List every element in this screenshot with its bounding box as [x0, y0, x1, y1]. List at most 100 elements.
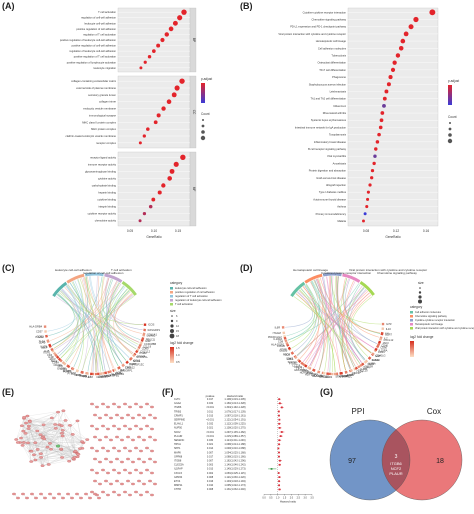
gene-label: CCL5: [347, 373, 354, 377]
gene-name: SPP1: [174, 447, 181, 450]
chord-ribbon: [87, 276, 134, 354]
ppi-node: [123, 402, 127, 406]
ppi-node: [112, 468, 116, 472]
gene-segment: [85, 371, 88, 375]
category-label: Hematopoietic cell lineage: [293, 268, 328, 272]
legend-swatch: [170, 287, 173, 290]
ppi-node: [123, 490, 127, 494]
facet-label: CC: [192, 110, 196, 115]
chord-ribbon: [114, 293, 140, 343]
p-value: 0.002: [207, 472, 214, 475]
gene-segment: [312, 368, 316, 372]
pathway-label: Intestinal immune network for IgA produc…: [295, 125, 347, 129]
gene-label: SOCS3: [288, 360, 297, 364]
ppi-edge: [61, 425, 83, 449]
gene-label: NLRP3: [63, 369, 72, 373]
ppi-node: [48, 442, 52, 445]
go-dot: [171, 92, 177, 98]
x-tick: 0.05: [127, 229, 133, 233]
ppi-node: [75, 455, 80, 458]
chord-ribbon: [347, 284, 366, 360]
legend-title: p.adjust: [201, 77, 212, 81]
go-dot: [146, 127, 150, 131]
gene-label: RASGRP1: [148, 328, 161, 332]
hr-point: [279, 402, 281, 405]
ppi-edge: [25, 424, 44, 434]
color-scale: [201, 83, 205, 103]
go-dot: [164, 32, 169, 37]
size-key: [170, 329, 174, 333]
gene-segment: [381, 322, 385, 326]
shared-gene: PLAUR: [389, 471, 402, 476]
gene-segment: [317, 370, 321, 374]
kegg-dot: [377, 132, 381, 137]
hazard-ratio: 1.076(1.017-1.139): [224, 410, 245, 413]
ppi-edge: [16, 422, 27, 440]
gene-label: CD37: [36, 330, 43, 334]
hazard-ratio: 1.095(1.022-1.173): [224, 484, 245, 487]
size-key: [418, 295, 422, 299]
ppi-node: [123, 446, 127, 450]
ppi-node: [19, 436, 23, 440]
ppi-node: [120, 416, 124, 420]
ppi-node: [33, 458, 38, 462]
chord-ribbon: [287, 279, 321, 341]
ppi-edge: [21, 425, 52, 450]
kegg-dot: [379, 118, 384, 123]
ppi-node: [137, 435, 141, 439]
chord-ribbon: [95, 289, 130, 372]
ppi-edge: [20, 417, 25, 439]
ppi-node: [21, 441, 26, 444]
ppi-node: [106, 449, 110, 453]
chord-ribbon: [49, 281, 117, 342]
go-dot: [151, 197, 156, 202]
ppi-node: [145, 446, 149, 450]
go-dot: [143, 60, 147, 64]
hazard-ratio: 1.124(1.011-1.249): [224, 439, 245, 442]
gene-label: IL6: [121, 368, 125, 372]
chord-ribbon: [84, 276, 139, 345]
ppi-node: [117, 493, 121, 497]
pathway-label: Viral myocarditis: [327, 154, 347, 158]
legend-title: log2 fold change: [170, 341, 194, 345]
go-dot: [177, 15, 183, 21]
ppi-node: [93, 492, 97, 496]
ppi-node: [34, 496, 38, 500]
panel-e-label: (E): [2, 387, 14, 397]
ppi-edge: [35, 424, 56, 443]
ppi-node: [68, 424, 72, 427]
ppi-node: [53, 423, 58, 426]
size-key: [171, 315, 173, 317]
gene-label: PDCD1LG2: [268, 335, 282, 339]
legend-title: category: [170, 281, 183, 285]
ppi-node: [115, 479, 119, 483]
category-arc: [322, 272, 342, 277]
gene-label: PTPRC: [67, 371, 76, 375]
kegg-dot: [400, 38, 406, 44]
ppi-node: [101, 490, 105, 494]
chord-ribbon: [351, 296, 373, 358]
size-value: 6: [176, 314, 178, 318]
ppi-edge: [28, 428, 78, 454]
ppi-node: [56, 410, 60, 414]
size-key: [201, 124, 205, 128]
ppi-node: [109, 482, 113, 486]
gene-label: CXCL12: [125, 366, 135, 370]
pathway-label: Primary immunodeficiency: [316, 212, 347, 216]
ppi-node: [142, 460, 146, 464]
chord-ribbon: [106, 281, 123, 364]
color-scale: [448, 85, 452, 105]
hr-point: [278, 414, 280, 417]
gene-label: TNFRSF13C: [129, 362, 144, 366]
term-label: regulation of cell-cell adhesion: [81, 16, 116, 20]
chord-ribbon: [295, 293, 341, 372]
go-dot: [138, 219, 142, 223]
p-value: 0.013: [207, 468, 214, 471]
pathway-label: Systemic lupus erythematosus: [311, 118, 347, 122]
ppi-edge: [21, 425, 45, 440]
ppi-edge: [19, 442, 78, 454]
gene-label: IL4R: [48, 355, 54, 359]
term-label: collagen-containing extracellular matrix: [71, 79, 117, 83]
go-dot: [160, 37, 165, 43]
gene-label: CD80: [125, 366, 132, 370]
